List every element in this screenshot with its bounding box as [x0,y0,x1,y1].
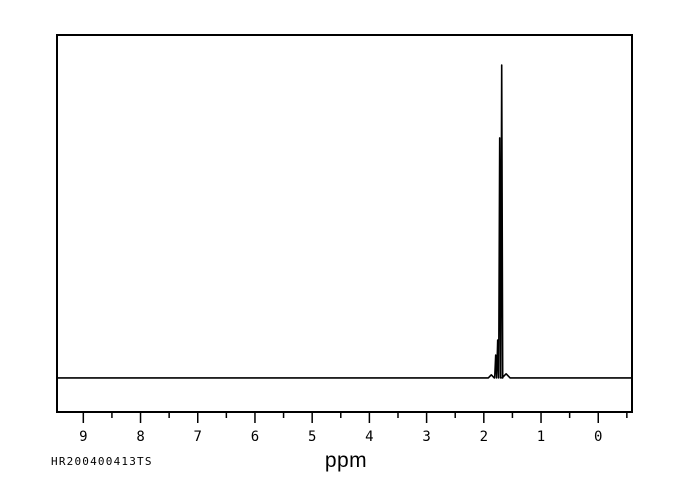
x-axis-ticks [82,413,628,423]
x-tick-label: 9 [79,429,87,445]
x-tick-label: 3 [422,429,430,445]
x-axis-tick-labels: 9 8 7 6 5 4 3 2 1 0 [79,429,602,445]
x-tick-label: 7 [194,429,202,445]
spectrum-trace [58,64,631,379]
x-tick-label: 2 [480,429,488,445]
x-tick-label: 0 [594,429,602,445]
x-tick-label: 8 [136,429,144,445]
x-axis-title: ppm [324,449,368,472]
x-tick-label: 1 [537,429,545,445]
x-tick-label: 5 [308,429,316,445]
x-tick-label: 6 [251,429,259,445]
record-id-label: HR200400413TS [51,455,153,468]
x-tick-label: 4 [365,429,373,445]
plot-border [56,34,633,413]
